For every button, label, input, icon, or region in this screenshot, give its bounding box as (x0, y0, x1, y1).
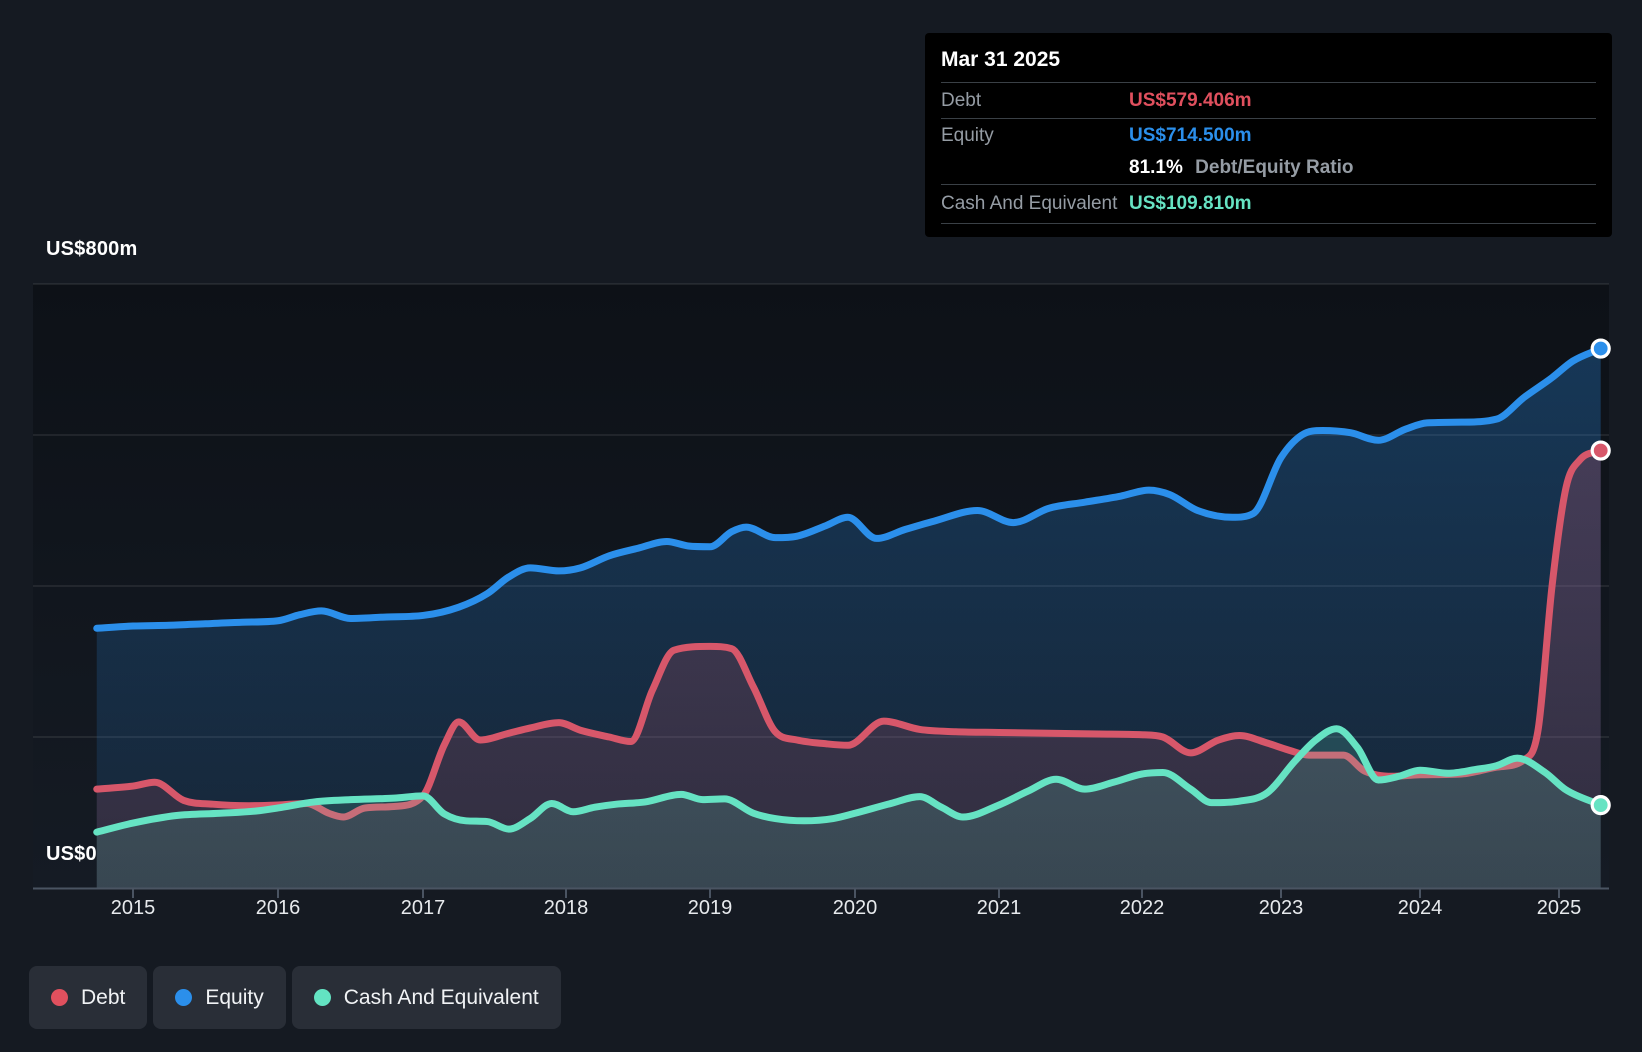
legend-equity-label: Equity (205, 985, 264, 1009)
x-axis-label: 2015 (110, 897, 156, 919)
cash-legend-dot-icon (313, 989, 331, 1006)
tooltip-ratio-label: Debt/Equity Ratio (1195, 157, 1354, 178)
tooltip-ratio: 81.1% Debt/Equity Ratio (1129, 157, 1354, 179)
y-axis-label-zero: US$0 (46, 843, 97, 865)
tooltip-date: Mar 31 2025 (941, 33, 1596, 83)
debt-area (96, 450, 1601, 888)
x-axis-label: 2017 (400, 897, 446, 919)
tooltip-equity-value: US$714.500m (1129, 124, 1252, 146)
x-axis-label: 2025 (1536, 897, 1582, 919)
equity-line (93, 345, 1605, 632)
legend-debt-label: Debt (81, 985, 126, 1009)
tooltip-cash-label: Cash And Equivalent (941, 193, 1118, 214)
x-axis-label: 2020 (832, 897, 878, 919)
x-axis-label: 2023 (1258, 897, 1304, 919)
tooltip-equity-label: Equity (941, 124, 994, 146)
x-axis-label: 2016 (255, 897, 301, 919)
chart-legend: Debt Equity Cash And Equivalent (29, 966, 561, 1029)
tooltip-debt-label: Debt (941, 89, 982, 111)
x-axis-label: 2019 (687, 897, 733, 919)
x-axis-label: 2022 (1119, 897, 1165, 919)
equity-end-marker[interactable] (1590, 338, 1611, 359)
tooltip-ratio-value: 81.1% (1129, 157, 1183, 178)
tooltip-equity-row: Equity US$714.500m (941, 119, 1596, 152)
legend-item-cash[interactable]: Cash And Equivalent (291, 966, 561, 1029)
cash-and-equivalent-area (96, 728, 1601, 888)
cash-and-equivalent-end-marker[interactable] (1590, 795, 1611, 816)
equity-legend-dot-icon (175, 989, 193, 1006)
tooltip-ratio-row: 81.1% Debt/Equity Ratio (941, 152, 1596, 185)
debt-legend-dot-icon (51, 989, 68, 1006)
chart-tooltip: Mar 31 2025 Debt US$579.406m Equity US$7… (925, 33, 1612, 237)
x-axis-label: 2024 (1397, 897, 1443, 919)
y-axis-label-max: US$800m (46, 238, 138, 260)
x-axis-label: 2021 (976, 897, 1022, 919)
legend-item-equity[interactable]: Equity (153, 966, 286, 1029)
legend-cash-label: Cash And Equivalent (343, 985, 539, 1009)
cash-and-equivalent-line (93, 725, 1605, 836)
tooltip-debt-value: US$579.406m (1129, 89, 1252, 111)
tooltip-cash-row: Cash And Equivalent US$109.810m (941, 185, 1596, 224)
x-axis-label: 2018 (543, 897, 589, 919)
legend-item-debt[interactable]: Debt (29, 966, 148, 1029)
debt-end-marker[interactable] (1590, 440, 1611, 461)
tooltip-debt-row: Debt US$579.406m (941, 83, 1596, 119)
tooltip-cash-value: US$109.810m (1129, 193, 1252, 214)
